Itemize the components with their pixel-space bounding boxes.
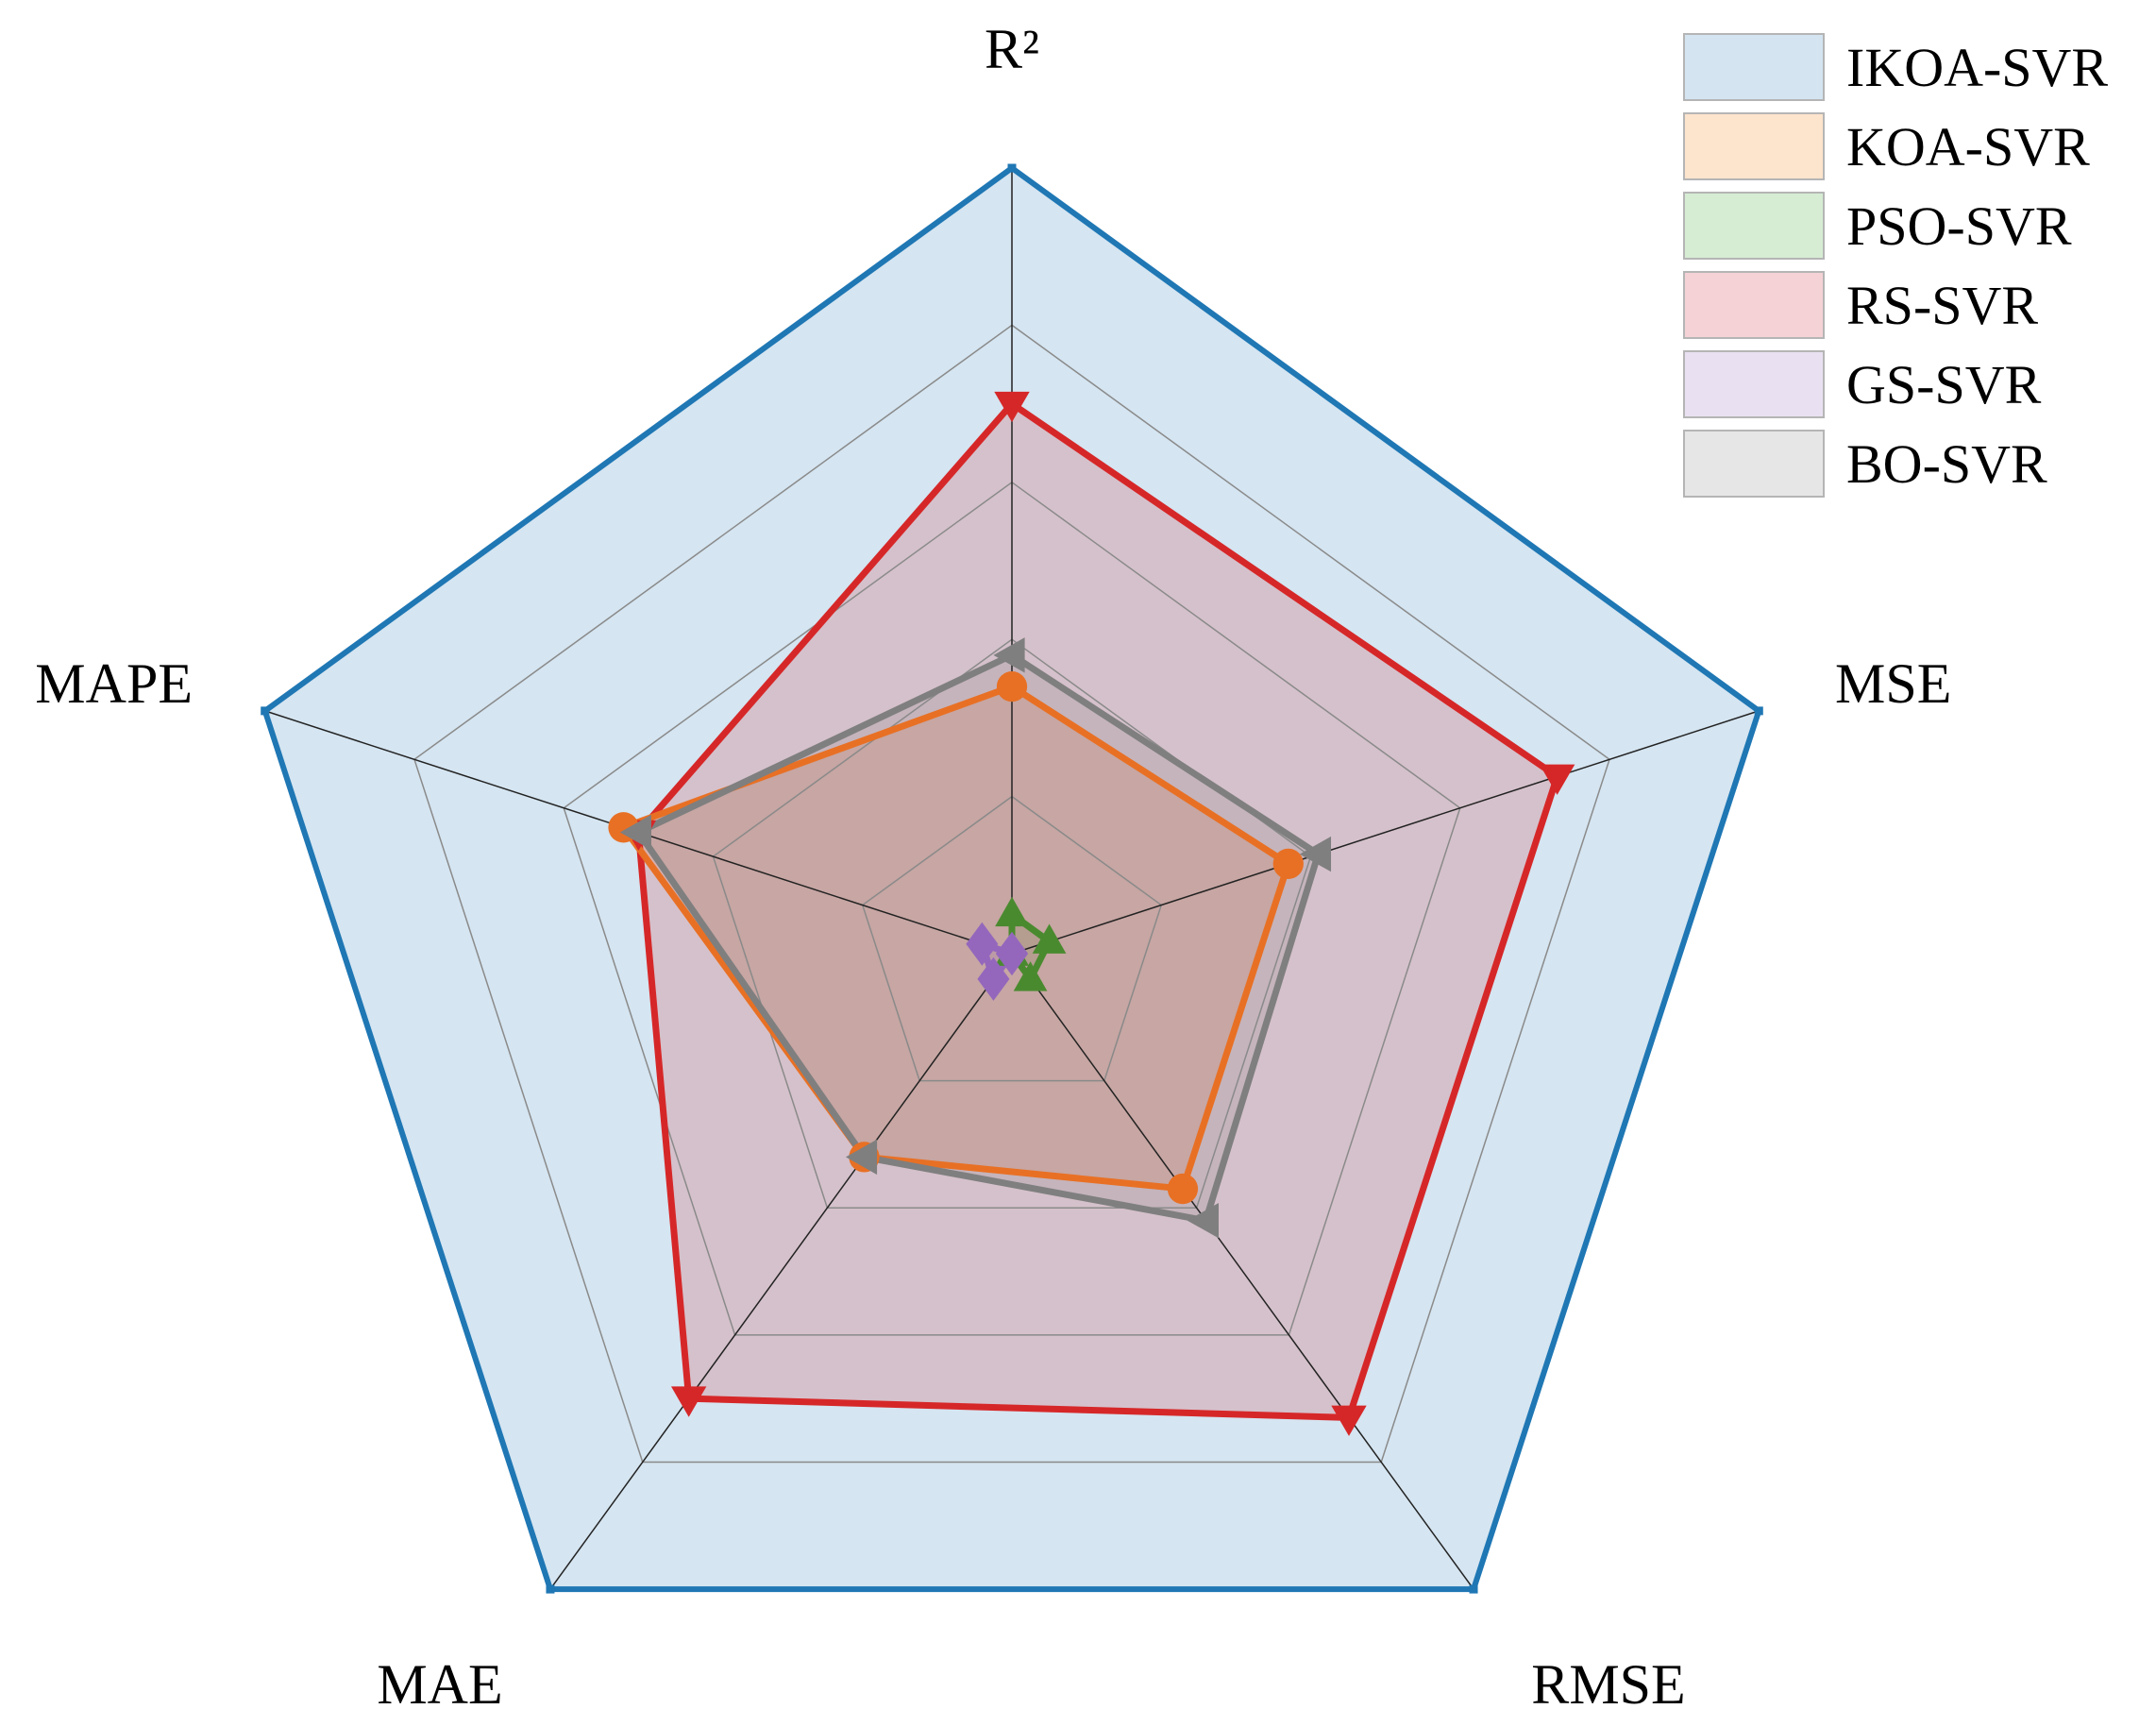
marker-koa-svr-2 bbox=[1272, 848, 1304, 880]
legend-label-ikoa-svr: IKOA-SVR bbox=[1846, 37, 2108, 98]
marker-rs-svr-3 bbox=[1331, 1405, 1367, 1436]
marker-ikoa-svr-1 bbox=[1007, 163, 1017, 173]
radar-grid bbox=[264, 168, 1760, 1590]
marker-gs-svr-4 bbox=[977, 956, 1010, 1001]
axis-label-mae: MAE bbox=[377, 1653, 502, 1716]
axis-label-mape: MAPE bbox=[35, 652, 193, 715]
legend-swatch-pso-svr bbox=[1683, 192, 1825, 260]
legend-entry-gs-svr: GS-SVR bbox=[1683, 350, 2042, 418]
marker-rs-svr-1 bbox=[994, 391, 1030, 423]
marker-pso-svr-2 bbox=[1032, 923, 1067, 954]
marker-bo-svr-3 bbox=[1187, 1203, 1219, 1239]
legend-label-koa-svr: KOA-SVR bbox=[1846, 116, 2090, 178]
marker-rs-svr-2 bbox=[1539, 764, 1575, 795]
marker-ikoa-svr-4 bbox=[546, 1584, 555, 1594]
legend-entry-rs-svr: RS-SVR bbox=[1683, 271, 2038, 339]
axis-labels: R² MSE RMSE MAE MAPE bbox=[35, 18, 1951, 1716]
legend-swatch-ikoa-svr bbox=[1683, 33, 1825, 101]
radar-markers bbox=[261, 163, 1763, 1594]
marker-bo-svr-5 bbox=[619, 814, 651, 851]
marker-bo-svr-4 bbox=[845, 1139, 878, 1176]
legend-label-pso-svr: PSO-SVR bbox=[1846, 195, 2072, 257]
marker-ikoa-svr-3 bbox=[1469, 1584, 1478, 1594]
marker-gs-svr-3 bbox=[996, 932, 1028, 975]
marker-rs-svr-4 bbox=[670, 1386, 707, 1417]
legend-swatch-gs-svr bbox=[1683, 350, 1825, 418]
marker-koa-svr-1 bbox=[996, 670, 1028, 702]
marker-gs-svr-5 bbox=[966, 922, 999, 966]
legend-swatch-koa-svr bbox=[1683, 112, 1825, 180]
axis-label-rmse: RMSE bbox=[1531, 1653, 1685, 1716]
series-line-rs-svr bbox=[634, 398, 1561, 1421]
axis-label-r2: R² bbox=[985, 18, 1039, 80]
marker-ikoa-svr-2 bbox=[1754, 706, 1763, 716]
series-line-koa-svr bbox=[617, 683, 1292, 1193]
series-line-bo-svr bbox=[633, 651, 1322, 1225]
legend-swatch-rs-svr bbox=[1683, 271, 1825, 339]
legend-label-gs-svr: GS-SVR bbox=[1846, 354, 2042, 415]
marker-pso-svr-3 bbox=[1013, 961, 1048, 991]
series-line-ikoa-svr bbox=[261, 164, 1762, 1593]
grid-ring-4 bbox=[413, 324, 1610, 1464]
legend-entry-koa-svr: KOA-SVR bbox=[1683, 112, 2090, 180]
marker-bo-svr-2 bbox=[1299, 836, 1332, 872]
axis-label-mse: MSE bbox=[1835, 652, 1951, 715]
legend-label-bo-svr: BO-SVR bbox=[1846, 433, 2047, 495]
axis-spoke-rmse bbox=[1011, 953, 1474, 1590]
grid-ring-3 bbox=[563, 481, 1461, 1336]
legend-entry-ikoa-svr: IKOA-SVR bbox=[1683, 33, 2108, 101]
series-line-gs-svr bbox=[976, 939, 1018, 987]
grid-ring-1 bbox=[861, 795, 1163, 1082]
marker-koa-svr-3 bbox=[1167, 1173, 1199, 1205]
marker-bo-svr-1 bbox=[993, 637, 1025, 673]
legend-swatch-bo-svr bbox=[1683, 430, 1825, 498]
marker-pso-svr-1 bbox=[995, 896, 1029, 927]
legend-entry-pso-svr: PSO-SVR bbox=[1683, 192, 2072, 260]
series-area-koa-svr bbox=[623, 686, 1289, 1190]
legend: IKOA-SVR KOA-SVR PSO-SVR RS-SVR GS-SVR BO-SVR bbox=[1683, 33, 2108, 498]
marker-ikoa-svr-5 bbox=[261, 706, 270, 716]
axis-spoke-mse bbox=[1011, 710, 1760, 955]
legend-entry-bo-svr: BO-SVR bbox=[1683, 430, 2047, 498]
axis-spoke-mae bbox=[549, 953, 1013, 1590]
legend-label-rs-svr: RS-SVR bbox=[1846, 275, 2038, 336]
